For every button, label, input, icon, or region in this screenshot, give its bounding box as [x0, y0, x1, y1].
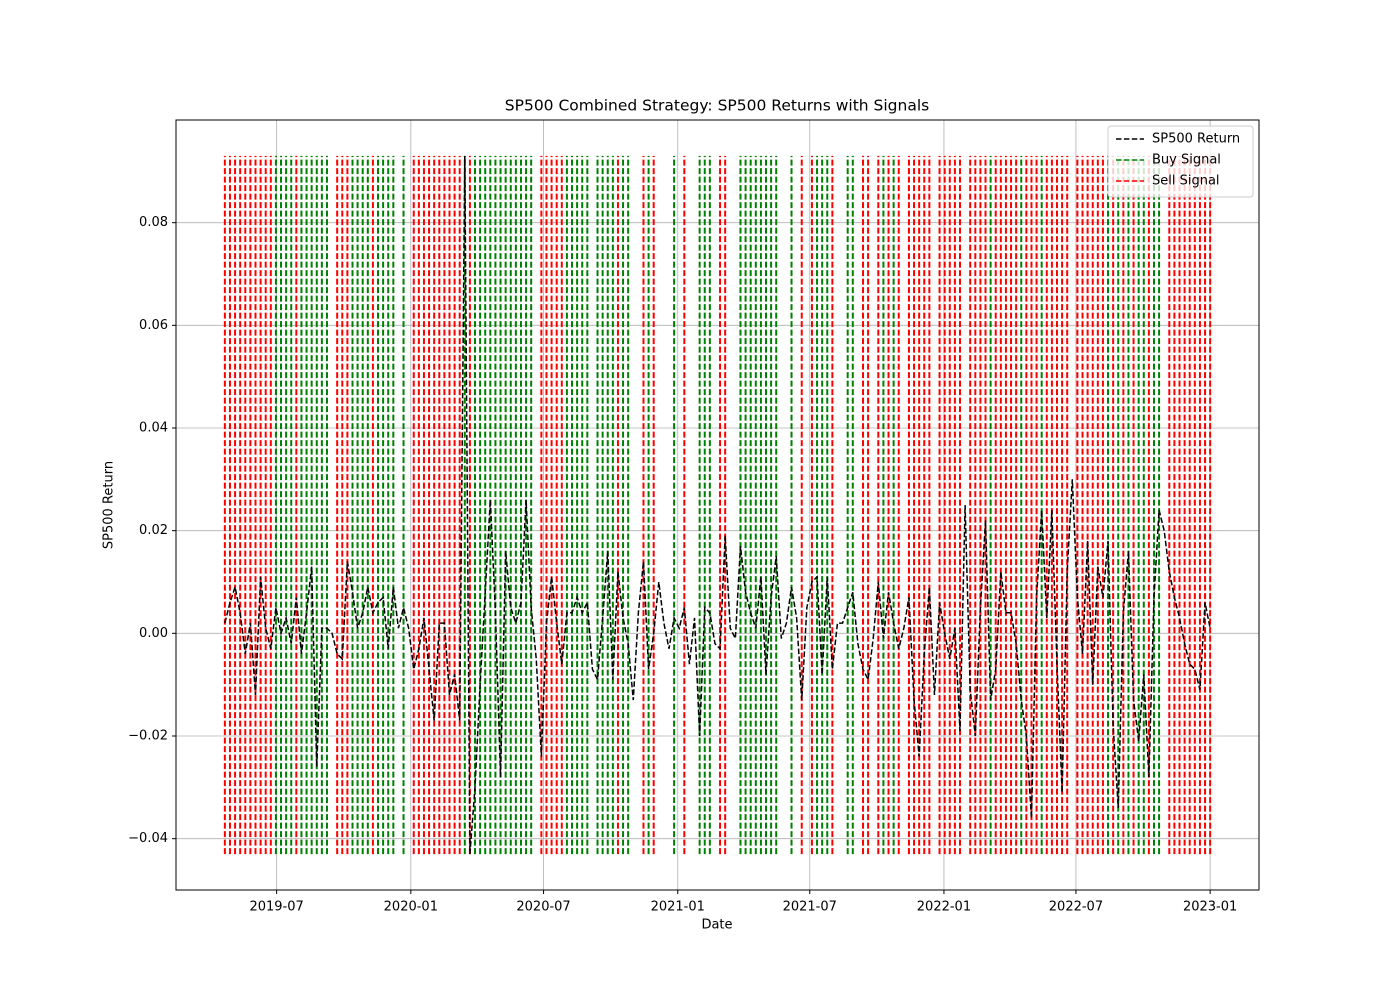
ticks: −0.04 −0.02 0.00 0.02 0.04 0.06 0.08 2019-07 202… [128, 215, 1237, 914]
x-tick-label: 2020-07 [516, 900, 570, 915]
y-tick-label: −0.04 [128, 831, 168, 846]
axes-frame [175, 119, 1260, 891]
y-tick-label: 0.00 [139, 626, 168, 641]
legend-label: SP500 Return [1152, 132, 1240, 147]
chart-title: SP500 Combined Strategy: SP500 Returns w… [505, 97, 929, 115]
x-tick-label: 2019-07 [249, 900, 303, 915]
legend-box [1107, 125, 1254, 198]
x-tick-label: 2022-01 [917, 900, 971, 915]
y-tick-label: 0.02 [139, 523, 168, 538]
x-axis-label: Date [701, 918, 732, 933]
x-tick-label: 2021-07 [783, 900, 837, 915]
x-tick-label: 2021-01 [651, 900, 705, 915]
y-axis-label: SP500 Return [102, 461, 117, 549]
legend-label: Sell Signal [1152, 174, 1220, 189]
y-tick-label: 0.06 [139, 318, 168, 333]
plot-area [223, 155, 1212, 855]
y-tick-label: 0.04 [139, 421, 168, 436]
x-tick-label: 2023-01 [1183, 900, 1237, 915]
x-tick-label: 2020-01 [384, 900, 438, 915]
y-tick-label: −0.02 [128, 729, 168, 744]
x-tick-label: 2022-07 [1049, 900, 1103, 915]
legend-label: Buy Signal [1152, 153, 1221, 168]
y-tick-label: 0.08 [139, 215, 168, 230]
legend: SP500 Return Buy Signal Sell Signal [1107, 125, 1254, 198]
return-line [224, 155, 1211, 855]
